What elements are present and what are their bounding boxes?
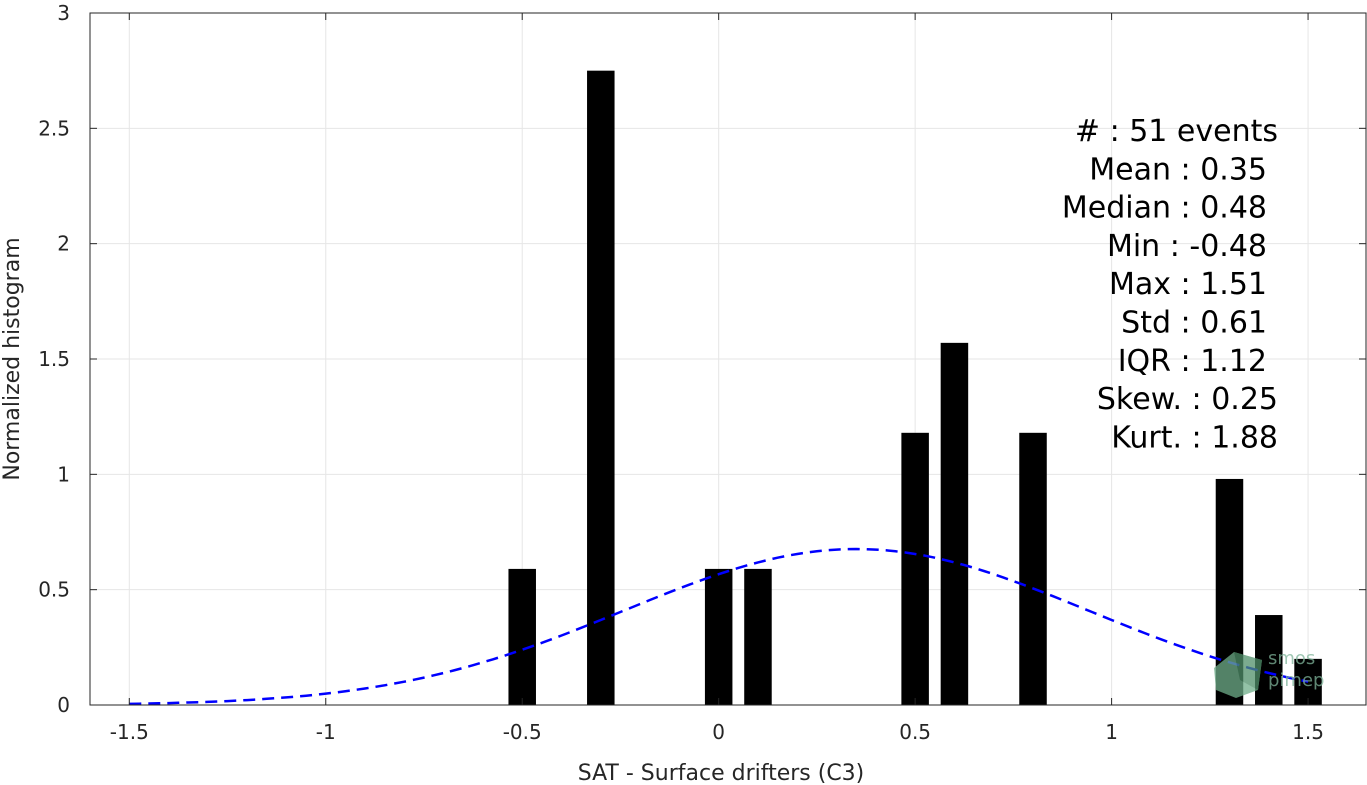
y-tick-label: 2 bbox=[57, 232, 70, 256]
y-tick-label: 2.5 bbox=[38, 116, 70, 140]
histogram-bar bbox=[901, 432, 929, 705]
x-tick-label: -1.5 bbox=[110, 720, 149, 744]
watermark-line2: pimep bbox=[1268, 670, 1324, 691]
histogram-bar bbox=[587, 70, 615, 705]
y-tick-label: 1.5 bbox=[38, 347, 70, 371]
stats-line: IQR : 1.12 bbox=[1118, 344, 1267, 379]
y-tick-label: 1 bbox=[57, 462, 70, 486]
histogram-bar bbox=[1294, 658, 1322, 705]
x-axis-label: SAT - Surface drifters (C3) bbox=[578, 761, 865, 785]
logo-mark-shade bbox=[1234, 652, 1262, 690]
y-tick-label: 0.5 bbox=[38, 578, 70, 602]
stats-line: Skew. : 0.25 bbox=[1097, 382, 1278, 417]
y-tick-label: 3 bbox=[57, 1, 70, 25]
y-axis-label: Normalized histogram bbox=[0, 237, 25, 480]
histogram-bar bbox=[744, 568, 772, 705]
x-tick-label: 0 bbox=[712, 720, 725, 744]
stats-line: Min : -0.48 bbox=[1107, 229, 1267, 264]
y-axis-ticks: 0 0.5 1 1.5 2 2.5 3 bbox=[38, 1, 1366, 717]
x-tick-label: -1 bbox=[316, 720, 336, 744]
stats-line: Max : 1.51 bbox=[1109, 267, 1267, 302]
histogram-bar bbox=[508, 568, 536, 705]
y-tick-label: 0 bbox=[57, 693, 70, 717]
histogram-bar bbox=[940, 342, 969, 705]
x-tick-label: 1.5 bbox=[1292, 720, 1324, 744]
stats-line: Median : 0.48 bbox=[1062, 191, 1267, 226]
smos-pimep-logo: smos pimep bbox=[1214, 648, 1324, 698]
stats-line: Mean : 0.35 bbox=[1089, 152, 1267, 187]
x-tick-label: 0.5 bbox=[899, 720, 931, 744]
gaussian-fit bbox=[129, 547, 1309, 706]
histogram-bar bbox=[704, 568, 733, 705]
x-tick-label: -0.5 bbox=[503, 720, 542, 744]
x-axis-ticks: -1.5 -1 -0.5 0 0.5 1 1.5 bbox=[110, 13, 1324, 744]
gaussian-fit-line bbox=[129, 547, 1309, 706]
x-tick-label: 1 bbox=[1105, 720, 1118, 744]
stats-line: # : 51 events bbox=[1075, 114, 1278, 149]
stats-line: Kurt. : 1.88 bbox=[1111, 420, 1278, 455]
stats-line: Std : 0.61 bbox=[1121, 306, 1267, 341]
histogram-bar bbox=[1019, 432, 1047, 705]
watermark-line1: smos bbox=[1268, 648, 1315, 669]
